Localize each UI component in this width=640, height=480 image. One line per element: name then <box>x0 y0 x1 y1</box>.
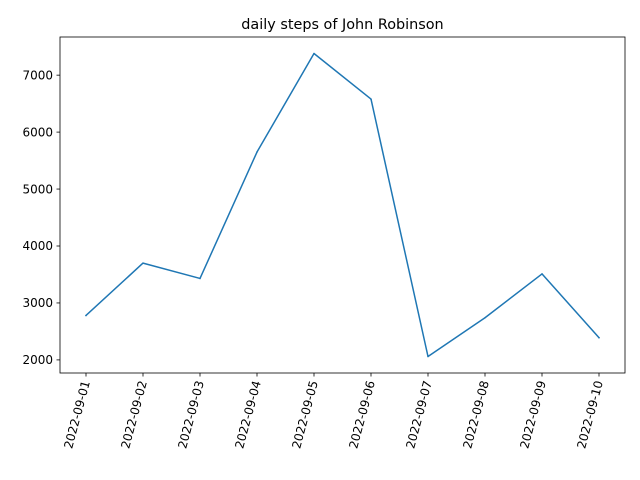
data-point <box>313 52 315 55</box>
chart-title: daily steps of John Robinson <box>241 17 443 33</box>
x-tick-label: 2022-09-01 <box>61 379 93 450</box>
x-tick-label: 2022-09-10 <box>574 379 606 450</box>
y-tick-label: 2000 <box>22 353 53 367</box>
data-point <box>256 151 258 153</box>
data-point <box>85 314 87 317</box>
data-point <box>142 262 144 264</box>
x-tick-label: 2022-09-08 <box>460 379 492 450</box>
x-tick-label: 2022-09-06 <box>346 379 378 450</box>
x-tick-label: 2022-09-02 <box>118 379 150 450</box>
y-tick-label: 4000 <box>22 239 53 253</box>
data-point <box>370 98 372 100</box>
y-axis: 2000 3000 4000 5000 6000 7000 <box>22 68 60 367</box>
x-tick-label: 2022-09-07 <box>403 379 435 450</box>
y-tick-label: 6000 <box>22 125 53 139</box>
x-tick-label: 2022-09-03 <box>175 379 207 450</box>
series-line-0 <box>84 52 601 358</box>
y-tick-label: 5000 <box>22 182 53 196</box>
data-point <box>484 317 486 319</box>
data-point <box>427 355 429 358</box>
x-tick-label: 2022-09-05 <box>289 379 321 450</box>
data-point <box>598 336 600 339</box>
data-point <box>541 273 543 275</box>
y-tick-label: 7000 <box>22 68 53 82</box>
plot-area <box>60 37 625 373</box>
y-tick-label: 3000 <box>22 296 53 310</box>
x-tick-label: 2022-09-09 <box>517 379 549 450</box>
x-tick-label: 2022-09-04 <box>232 379 264 450</box>
data-point <box>199 277 201 280</box>
series-group <box>84 52 601 358</box>
x-axis: 2022-09-01 2022-09-02 2022-09-03 2022-09-04… <box>61 373 606 450</box>
plot-frame <box>59 36 626 374</box>
